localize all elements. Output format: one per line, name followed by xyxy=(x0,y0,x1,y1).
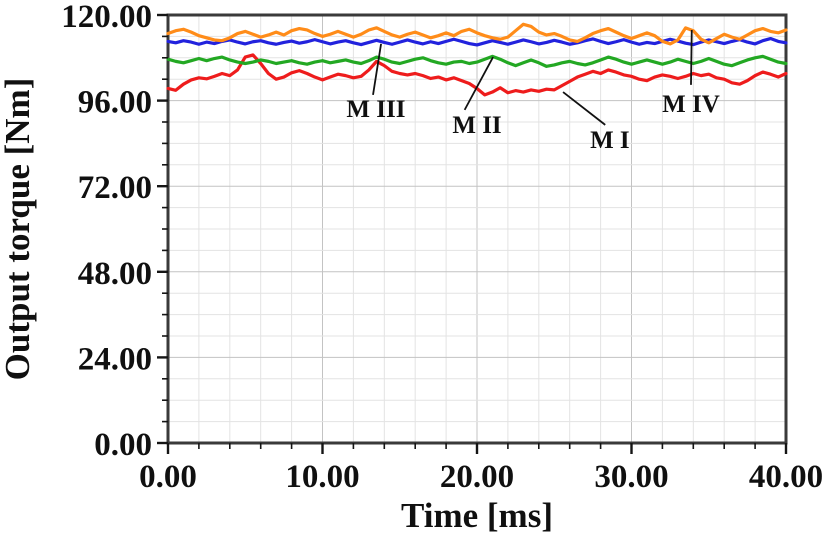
tick-layer: 0.00 10.00 20.00 30.00 40.00 0.00 24.00 48.00 72… xyxy=(61,0,823,495)
annotation-label: M IV xyxy=(662,91,720,118)
y-tick-label: 48.00 xyxy=(78,256,152,292)
series-m-iv-line xyxy=(166,22,788,46)
y-tick-label: 96.00 xyxy=(78,85,152,121)
y-axis-title: Output torque [Nm] xyxy=(0,78,37,381)
x-tick-label: 0.00 xyxy=(139,459,197,495)
y-tick-label: 120.00 xyxy=(61,0,152,35)
annotation-leader-line xyxy=(372,43,382,96)
x-tick-label: 10.00 xyxy=(285,459,359,495)
annotation-layer: M III M II M I M IV xyxy=(346,29,720,154)
annotation-label: M I xyxy=(590,127,630,154)
x-tick-label: 20.00 xyxy=(440,459,514,495)
annotation-leader-line xyxy=(562,91,606,126)
annotation-leader-line xyxy=(690,29,693,85)
annotation-label: M III xyxy=(346,96,405,123)
series-m-iii-line xyxy=(166,36,788,47)
annotation-leader-line xyxy=(463,56,494,111)
annotation-label: M II xyxy=(452,112,501,139)
series-m-ii-line xyxy=(166,54,788,68)
y-tick-label: 24.00 xyxy=(78,341,152,377)
x-tick-label: 40.00 xyxy=(749,459,823,495)
grid-layer xyxy=(168,15,786,443)
x-tick-label: 30.00 xyxy=(594,459,668,495)
x-axis-title: Time [ms] xyxy=(401,496,553,535)
y-tick-label: 72.00 xyxy=(78,170,152,206)
y-tick-label: 0.00 xyxy=(94,427,152,463)
